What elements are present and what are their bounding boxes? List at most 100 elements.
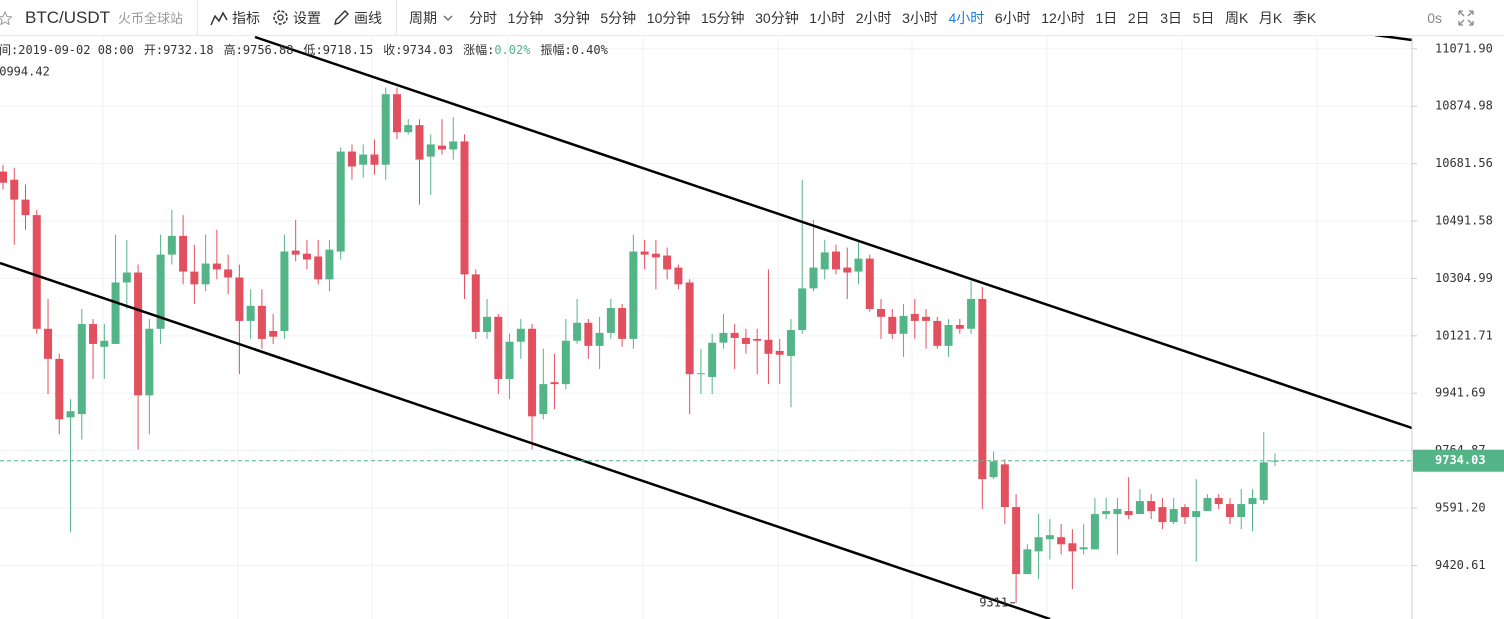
- period[interactable]: 季K: [1292, 9, 1317, 26]
- candle-body: [831, 251, 840, 270]
- tool-label: 指标: [232, 9, 261, 26]
- period[interactable]: 1日: [1095, 9, 1118, 26]
- period[interactable]: 5分钟: [600, 9, 637, 26]
- candle-body: [314, 256, 323, 280]
- label: 开:: [144, 43, 163, 57]
- y-tick-label: 10681.56: [1435, 156, 1493, 170]
- candle-body: [854, 258, 863, 272]
- candle-body: [10, 179, 19, 200]
- candle-body: [224, 269, 233, 278]
- candle-body: [809, 267, 818, 289]
- period[interactable]: 5日: [1192, 9, 1215, 26]
- period[interactable]: 分时: [469, 9, 498, 26]
- period[interactable]: 周K: [1224, 9, 1249, 26]
- y-tick-label: 9591.20: [1435, 500, 1486, 514]
- y-tick-label: 9420.61: [1435, 558, 1486, 572]
- candle-body: [1192, 511, 1201, 518]
- period[interactable]: 10分钟: [646, 9, 691, 26]
- period[interactable]: 12小时: [1041, 9, 1085, 26]
- candle-body: [910, 313, 919, 321]
- trend-line: [254, 35, 1413, 430]
- candle-body: [359, 154, 368, 165]
- candle-body: [1135, 501, 1144, 515]
- candle-body: [922, 316, 931, 321]
- star-icon[interactable]: [0, 10, 12, 25]
- candle-body: [528, 328, 537, 417]
- candle-body: [539, 384, 548, 415]
- candle-body: [111, 282, 120, 344]
- fullscreen-icon[interactable]: [1458, 9, 1474, 26]
- period[interactable]: 6小时: [994, 9, 1031, 26]
- candle-body: [347, 151, 356, 167]
- time: 时间:2019-09-02 08:00: [0, 43, 134, 57]
- tool[interactable]: 指标: [210, 8, 260, 28]
- period[interactable]: 2日: [1127, 9, 1150, 26]
- period[interactable]: 1分钟: [507, 9, 544, 26]
- candles: [0, 87, 1279, 603]
- icon: [334, 10, 350, 25]
- candle-body: [877, 308, 886, 317]
- candle-body: [1158, 507, 1167, 523]
- candle-body: [606, 308, 615, 333]
- candle-body: [21, 199, 30, 216]
- candle-body: [933, 320, 942, 346]
- period[interactable]: 3日: [1160, 9, 1182, 26]
- candle-body: [392, 94, 401, 133]
- period[interactable]: 30分钟: [755, 9, 799, 26]
- period[interactable]: 3分钟: [554, 9, 590, 26]
- candle-body: [516, 328, 525, 342]
- chevron: [443, 15, 453, 21]
- separator: [197, 0, 199, 36]
- y-tick-label: 10874.98: [1435, 99, 1493, 113]
- candle-body: [1023, 549, 1032, 575]
- candle-body: [561, 340, 570, 385]
- period[interactable]: 15分钟: [700, 9, 745, 26]
- tool[interactable]: 设置: [272, 8, 321, 28]
- candle-body: [1079, 547, 1088, 550]
- y-tick-label: 10121.71: [1435, 328, 1493, 342]
- candle-body: [629, 251, 638, 339]
- price-tag-label: 9734.03: [1435, 453, 1486, 467]
- y-tick-label: 9941.69: [1435, 386, 1486, 400]
- candle-body: [820, 252, 829, 270]
- candle-body: [786, 330, 795, 357]
- symbol[interactable]: BTC/USDT: [25, 7, 110, 27]
- candle-body: [1237, 504, 1246, 518]
- value: 9756.88: [243, 43, 294, 57]
- period[interactable]: 1小时: [809, 9, 846, 26]
- candle-body: [550, 382, 559, 385]
- grid: [0, 37, 1412, 619]
- candle-body: [179, 235, 188, 272]
- period[interactable]: 2小时: [855, 9, 892, 26]
- price-tag: [1413, 449, 1504, 472]
- candle-body: [1102, 511, 1111, 515]
- candle-body: [426, 144, 435, 157]
- candle-body: [381, 94, 390, 165]
- candle-body: [1259, 462, 1268, 501]
- candle-body: [651, 253, 660, 258]
- period-menu[interactable]: 周期: [409, 8, 459, 28]
- candle-body: [1090, 514, 1099, 550]
- candle-body: [55, 358, 64, 420]
- candle-body: [77, 324, 86, 415]
- candle-body: [888, 316, 897, 334]
- candle-body: [618, 308, 627, 339]
- candle-body: [1012, 507, 1021, 575]
- tool[interactable]: 画线: [333, 8, 382, 28]
- candle-body: [483, 316, 492, 332]
- candle-body: [865, 258, 874, 309]
- candle-body: [280, 251, 289, 331]
- value: 9718.15: [323, 43, 374, 57]
- period[interactable]: 月K: [1258, 9, 1283, 26]
- candle-body: [955, 324, 964, 329]
- label: 收:: [383, 43, 402, 57]
- candle-body: [674, 267, 683, 285]
- period[interactable]: 3小时: [902, 9, 938, 26]
- candle-body: [257, 305, 266, 339]
- candle-body: [145, 328, 154, 396]
- candle-body: [764, 339, 773, 354]
- y-tick-label: 11071.90: [1435, 41, 1493, 55]
- period[interactable]: 4小时: [948, 9, 985, 26]
